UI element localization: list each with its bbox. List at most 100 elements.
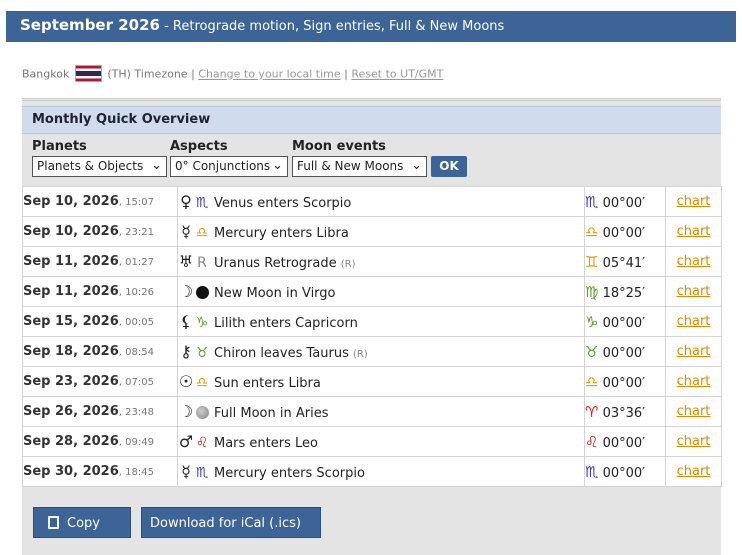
chart-link[interactable]: chart (676, 434, 711, 449)
download-ical-button[interactable]: Download for iCal (.ics) (141, 507, 321, 538)
chevron-down-icon: ⌄ (151, 158, 162, 173)
event-date-cell: Sep 11, 2026, 01:27 (22, 246, 178, 277)
page-subtitle: - Retrograde motion, Sign entries, Full … (159, 19, 505, 34)
event-description-cell: ⚸ ♑ Lilith enters Capricorn (177, 306, 585, 337)
sign-icon: ♉ (195, 345, 209, 361)
sign-icon: ♏ (585, 462, 599, 481)
timezone-city: Bangkok (22, 67, 70, 81)
event-date-cell: Sep 10, 2026, 23:21 (22, 216, 178, 247)
chart-link[interactable]: chart (676, 284, 711, 299)
full-moon-icon (194, 405, 210, 421)
sign-icon: ♏ (195, 195, 209, 211)
position-value: 00°00′ (602, 315, 646, 331)
planet-icon: ♀ (180, 192, 192, 211)
table-row: Sep 30, 2026, 18:45 ☿ ♏ Mercury enters Scor… (22, 456, 722, 487)
planet-icon: ☉ (178, 372, 194, 391)
table-row: Sep 18, 2026, 08:54 ⚷ ♉ Chiron leaves Tauru… (22, 336, 722, 367)
event-text: Venus enters Scorpio (214, 196, 352, 211)
planets-select[interactable]: Planets & Objects ⌄ (32, 156, 167, 177)
event-time: , 23:21 (118, 227, 154, 238)
sign-icon: ♎ (195, 225, 209, 241)
chart-link[interactable]: chart (676, 224, 711, 239)
event-date-cell: Sep 26, 2026, 23:48 (22, 396, 178, 427)
sign-icon: ♑ (195, 315, 209, 331)
moon-events-select[interactable]: Full & New Moons ⌄ (292, 156, 427, 177)
event-date: Sep 18, 2026 (23, 344, 119, 359)
separator: | (344, 67, 348, 81)
event-date-cell: Sep 11, 2026, 10:26 (22, 276, 178, 307)
chart-link[interactable]: chart (676, 314, 711, 329)
ok-button[interactable]: OK (431, 156, 467, 177)
event-time: , 10:26 (118, 287, 154, 298)
chart-link-cell: chart (665, 456, 722, 487)
chart-link-cell: chart (665, 186, 722, 217)
page-header: September 2026 - Retrograde motion, Sign… (6, 11, 736, 42)
planet-icon: ☿ (181, 462, 191, 481)
page-title: September 2026 (20, 16, 160, 34)
event-time: , 07:05 (118, 377, 154, 388)
event-text: Uranus Retrograde (214, 256, 337, 271)
event-time: , 23:48 (118, 407, 154, 418)
position-value: 03°36′ (602, 405, 646, 421)
event-text: Sun enters Libra (214, 376, 321, 391)
planet-icon: ♂ (178, 432, 194, 451)
moon-events-select-value: Full & New Moons (297, 159, 404, 173)
sign-icon: ♉ (585, 342, 599, 361)
position-value: 00°00′ (602, 195, 646, 211)
aspects-select[interactable]: 0° Conjunctions ⌄ (170, 156, 288, 177)
table-row: Sep 15, 2026, 00:05 ⚸ ♑ Lilith enters Capri… (22, 306, 722, 337)
aspects-select-value: 0° Conjunctions (175, 159, 271, 173)
reset-timezone-link[interactable]: Reset to UT/GMT (351, 67, 444, 81)
event-time: , 15:07 (118, 197, 154, 208)
event-date-cell: Sep 18, 2026, 08:54 (22, 336, 178, 367)
chart-link[interactable]: chart (676, 254, 711, 269)
position-value: 00°00′ (602, 375, 646, 391)
position-cell: ♑ 00°00′ (584, 306, 666, 337)
position-cell: ♎ 00°00′ (584, 366, 666, 397)
event-date: Sep 26, 2026 (23, 404, 119, 419)
chart-link-cell: chart (665, 306, 722, 337)
planets-select-value: Planets & Objects (37, 159, 144, 173)
chart-link[interactable]: chart (676, 404, 711, 419)
event-description-cell: ⚷ ♉ Chiron leaves Taurus (R) (177, 336, 585, 367)
event-text: Mars enters Leo (214, 436, 318, 451)
position-cell: ♏ 00°00′ (584, 456, 666, 487)
position-value: 05°41′ (602, 255, 646, 271)
chart-link-cell: chart (665, 246, 722, 277)
sign-icon: R (197, 255, 207, 271)
chart-link-cell: chart (665, 366, 722, 397)
chart-link[interactable]: chart (676, 344, 711, 359)
chart-link[interactable]: chart (676, 194, 711, 209)
sign-icon: ♎ (585, 222, 599, 241)
event-date: Sep 15, 2026 (23, 314, 119, 329)
event-date: Sep 10, 2026 (23, 194, 119, 209)
change-timezone-link[interactable]: Change to your local time (198, 67, 341, 81)
copy-button-label: Copy (67, 516, 100, 531)
chart-link-cell: chart (665, 276, 722, 307)
table-row: Sep 11, 2026, 01:27 ♅ R Uranus Retrograde (… (22, 246, 722, 277)
position-value: 00°00′ (602, 225, 646, 241)
event-date: Sep 28, 2026 (23, 434, 119, 449)
event-time: , 18:45 (118, 467, 154, 478)
timezone-code: (TH) Timezone (107, 67, 188, 81)
event-description-cell: ☿ ♏ Mercury enters Scorpio (177, 456, 585, 487)
position-value: 18°25′ (602, 285, 646, 301)
event-date: Sep 11, 2026 (23, 254, 119, 269)
chart-link[interactable]: chart (676, 374, 711, 389)
retrograde-note: (R) (352, 349, 368, 360)
event-time: , 08:54 (118, 347, 154, 358)
chevron-down-icon: ⌄ (411, 158, 422, 173)
sign-icon: ♑ (585, 312, 599, 331)
table-row: Sep 10, 2026, 15:07 ♀ ♏ Venus enters Scorpi… (22, 186, 722, 217)
event-date-cell: Sep 23, 2026, 07:05 (22, 366, 178, 397)
copy-button[interactable]: Copy (33, 507, 131, 538)
sign-icon: ♏ (195, 465, 209, 481)
event-description-cell: ☽ New Moon in Virgo (177, 276, 585, 307)
chart-link[interactable]: chart (676, 464, 711, 479)
planet-icon: ☽ (178, 402, 194, 421)
aspects-label: Aspects (170, 139, 228, 154)
chart-link-cell: chart (665, 426, 722, 457)
table-row: Sep 26, 2026, 23:48 ☽ Full Moon in Aries ♈ … (22, 396, 722, 427)
event-description-cell: ☉ ♎ Sun enters Libra (177, 366, 585, 397)
event-time: , 00:05 (118, 317, 154, 328)
